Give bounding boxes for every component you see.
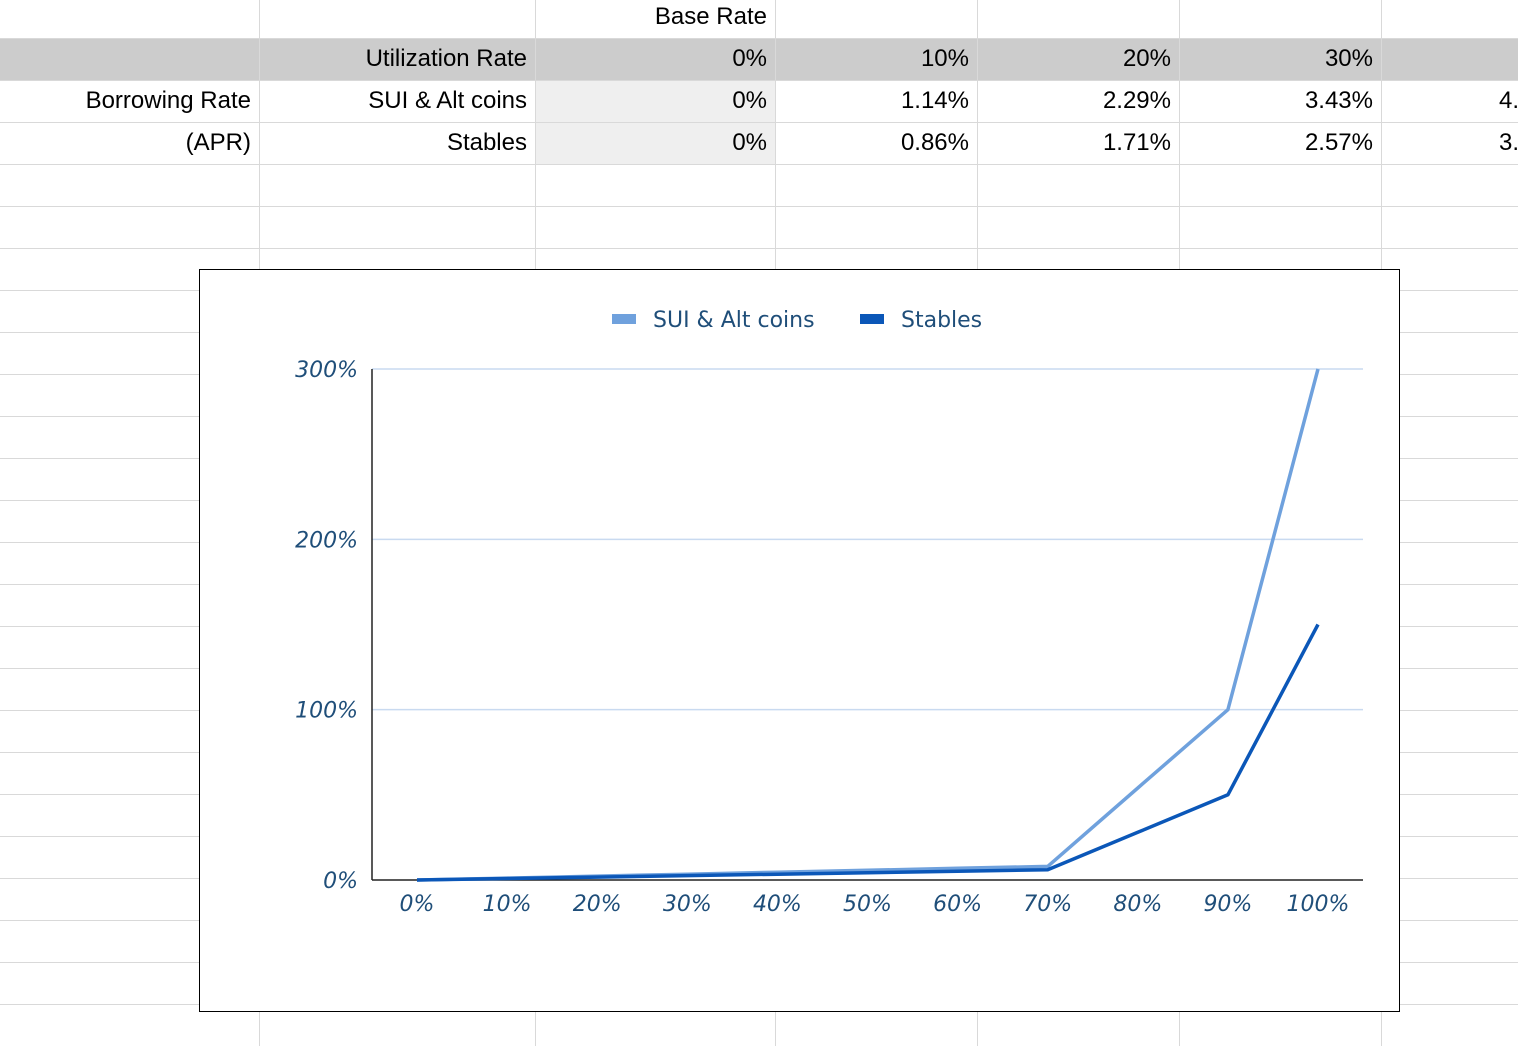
- cell-stables-20[interactable]: 1.71%: [1102, 129, 1171, 156]
- cell-sui-alt-label[interactable]: SUI & Alt coins: [368, 87, 527, 114]
- cell-stables-10[interactable]: 0.86%: [900, 129, 969, 156]
- x-tick-label: 30%: [663, 892, 712, 917]
- cell-base-rate-header[interactable]: Base Rate: [654, 3, 767, 30]
- cell-borrowing-rate-label[interactable]: Borrowing Rate: [85, 87, 251, 114]
- legend-swatch: [612, 314, 636, 324]
- x-tick-label: 10%: [483, 892, 532, 917]
- cell-stables-30[interactable]: 2.57%: [1304, 129, 1373, 156]
- cell-sui-40-partial[interactable]: 4.: [1499, 87, 1518, 114]
- cell-utilization-label[interactable]: Utilization Rate: [365, 45, 527, 72]
- cell-sui-0[interactable]: 0%: [732, 87, 767, 114]
- cell-sui-30[interactable]: 3.43%: [1304, 87, 1373, 114]
- cell-utilization-10[interactable]: 10%: [920, 45, 969, 72]
- legend-label: SUI & Alt coins: [653, 308, 815, 333]
- header-band: [0, 38, 1518, 80]
- y-tick-label: 300%: [295, 358, 358, 383]
- chart-canvas: 0% 100% 200% 300% 0% 10% 20% 30% 40% 50% 60% 70% 80%…: [295, 308, 1363, 917]
- legend-label: Stables: [901, 308, 982, 333]
- cell-sui-10[interactable]: 1.14%: [900, 87, 969, 114]
- x-tick-label: 90%: [1203, 892, 1252, 917]
- x-tick-label: 50%: [843, 892, 892, 917]
- cell-stables-label[interactable]: Stables: [446, 129, 527, 156]
- cell-stables-40-partial[interactable]: 3.: [1499, 129, 1518, 156]
- x-tick-label: 0%: [400, 892, 435, 917]
- cell-utilization-30[interactable]: 30%: [1324, 45, 1373, 72]
- cell-sui-20[interactable]: 2.29%: [1102, 87, 1171, 114]
- embedded-line-chart[interactable]: 0% 100% 200% 300% 0% 10% 20% 30% 40% 50% 60% 70% 80%…: [199, 269, 1400, 1012]
- y-tick-label: 100%: [295, 699, 358, 724]
- x-tick-label: 80%: [1113, 892, 1162, 917]
- y-tick-label: 0%: [323, 869, 358, 894]
- cell-utilization-0[interactable]: 0%: [732, 45, 767, 72]
- cell-utilization-20[interactable]: 20%: [1122, 45, 1171, 72]
- x-tick-label: 60%: [933, 892, 982, 917]
- cell-stables-0[interactable]: 0%: [732, 129, 767, 156]
- x-tick-label: 40%: [753, 892, 802, 917]
- x-tick-label: 100%: [1287, 892, 1350, 917]
- legend-swatch: [860, 314, 884, 324]
- series-line-1: [416, 623, 1320, 882]
- series-line-0: [416, 368, 1320, 882]
- x-tick-label: 70%: [1023, 892, 1072, 917]
- y-tick-label: 200%: [295, 528, 358, 553]
- cell-apr-label[interactable]: (APR): [185, 129, 251, 156]
- x-tick-label: 20%: [573, 892, 622, 917]
